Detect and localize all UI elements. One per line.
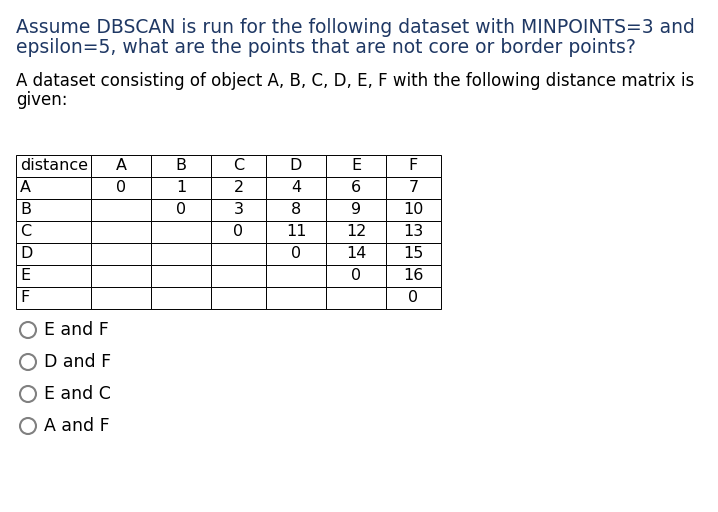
Bar [386, 287, 441, 309]
Bar [91, 243, 151, 265]
Bar [266, 243, 326, 265]
Bar [266, 155, 326, 177]
Bar [386, 177, 441, 199]
Text: 12: 12 [346, 224, 366, 240]
Text: C: C [20, 224, 31, 240]
Text: E: E [20, 268, 30, 284]
Text: 15: 15 [404, 246, 424, 262]
Bar [266, 199, 326, 221]
Text: D and F: D and F [44, 353, 111, 371]
Bar [211, 243, 266, 265]
Text: epsilon=5, what are the points that are not core or border points?: epsilon=5, what are the points that are … [16, 38, 636, 57]
Bar [326, 177, 386, 199]
Text: 8: 8 [291, 203, 301, 218]
Bar [91, 199, 151, 221]
Bar [211, 155, 266, 177]
Text: E: E [351, 159, 361, 174]
Bar [211, 199, 266, 221]
Text: 6: 6 [351, 181, 361, 196]
Bar [151, 221, 211, 243]
Bar [16, 287, 91, 309]
Bar [326, 243, 386, 265]
Bar [91, 155, 151, 177]
Text: 1: 1 [176, 181, 186, 196]
Text: E and C: E and C [44, 385, 111, 403]
Text: 16: 16 [404, 268, 424, 284]
Text: F: F [20, 290, 29, 306]
Text: 10: 10 [404, 203, 424, 218]
Bar [91, 265, 151, 287]
Bar [326, 199, 386, 221]
Bar [91, 287, 151, 309]
Text: A and F: A and F [44, 417, 110, 435]
Text: E and F: E and F [44, 321, 108, 339]
Bar [266, 265, 326, 287]
Text: A: A [20, 181, 31, 196]
Text: 0: 0 [351, 268, 361, 284]
Bar [16, 265, 91, 287]
Text: 11: 11 [286, 224, 307, 240]
Bar [326, 155, 386, 177]
Bar [16, 177, 91, 199]
Text: C: C [233, 159, 244, 174]
Bar [211, 287, 266, 309]
Bar [16, 243, 91, 265]
Bar [326, 221, 386, 243]
Bar [326, 287, 386, 309]
Text: 4: 4 [291, 181, 301, 196]
Bar [386, 243, 441, 265]
Text: 2: 2 [233, 181, 243, 196]
Text: distance: distance [20, 159, 88, 174]
Text: D: D [20, 246, 32, 262]
Bar [16, 155, 91, 177]
Bar [151, 155, 211, 177]
Text: 14: 14 [346, 246, 366, 262]
Bar [266, 221, 326, 243]
Text: B: B [175, 159, 187, 174]
Bar [151, 265, 211, 287]
Text: 9: 9 [351, 203, 361, 218]
Text: A dataset consisting of object A, B, C, D, E, F with the following distance matr: A dataset consisting of object A, B, C, … [16, 72, 694, 90]
Text: D: D [290, 159, 302, 174]
Bar [151, 177, 211, 199]
Bar [386, 265, 441, 287]
Bar [211, 265, 266, 287]
Text: 0: 0 [116, 181, 126, 196]
Text: given:: given: [16, 91, 67, 109]
Bar [211, 177, 266, 199]
Bar [151, 287, 211, 309]
Bar [386, 199, 441, 221]
Text: 3: 3 [233, 203, 243, 218]
Bar [151, 199, 211, 221]
Bar [386, 155, 441, 177]
Text: 0: 0 [409, 290, 419, 306]
Text: 0: 0 [291, 246, 301, 262]
Bar [151, 243, 211, 265]
Bar [91, 177, 151, 199]
Text: F: F [409, 159, 418, 174]
Text: 0: 0 [233, 224, 243, 240]
Bar [266, 287, 326, 309]
Bar [386, 221, 441, 243]
Bar [91, 221, 151, 243]
Text: A: A [116, 159, 126, 174]
Text: 0: 0 [176, 203, 186, 218]
Bar [266, 177, 326, 199]
Text: B: B [20, 203, 31, 218]
Text: 13: 13 [404, 224, 424, 240]
Bar [16, 199, 91, 221]
Text: 7: 7 [409, 181, 419, 196]
Bar [211, 221, 266, 243]
Text: Assume DBSCAN is run for the following dataset with MINPOINTS=3 and: Assume DBSCAN is run for the following d… [16, 18, 695, 37]
Bar [326, 265, 386, 287]
Bar [16, 221, 91, 243]
